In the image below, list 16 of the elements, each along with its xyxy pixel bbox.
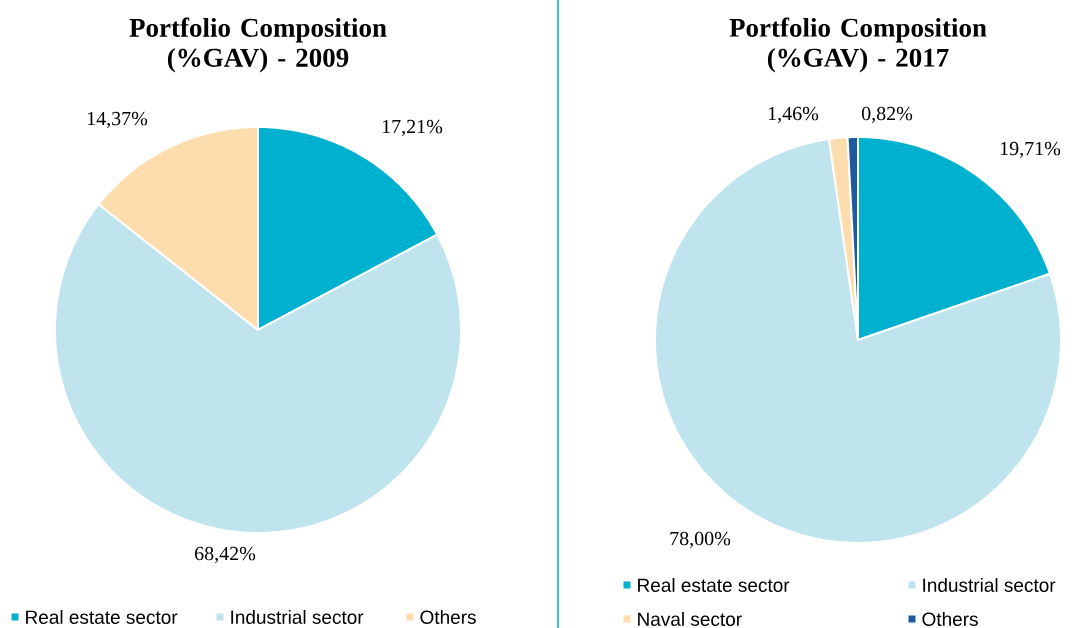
legend-label: Real estate sector [638, 578, 790, 592]
legend-label: Industrial sector [923, 578, 1056, 592]
data-label: 19,71% [1000, 141, 1061, 159]
chart-title: Portfolio Composition (%GAV) - 2017 [729, 17, 987, 73]
legend-label: Others [922, 612, 978, 626]
data-label: 78,00% [670, 531, 731, 549]
data-label: 14,37% [87, 111, 148, 129]
legend-label: Naval sector [638, 612, 742, 626]
legend-label: Others [420, 610, 476, 624]
data-label: 0,82% [861, 106, 913, 124]
legend-label: Industrial sector [231, 610, 364, 624]
data-label: 68,42% [195, 546, 256, 564]
legend-label: Real estate sector [26, 610, 178, 624]
data-label: 17,21% [382, 119, 443, 137]
chart-title: Portfolio Composition (%GAV) - 2009 [129, 17, 387, 73]
data-label: 1,46% [768, 106, 819, 124]
